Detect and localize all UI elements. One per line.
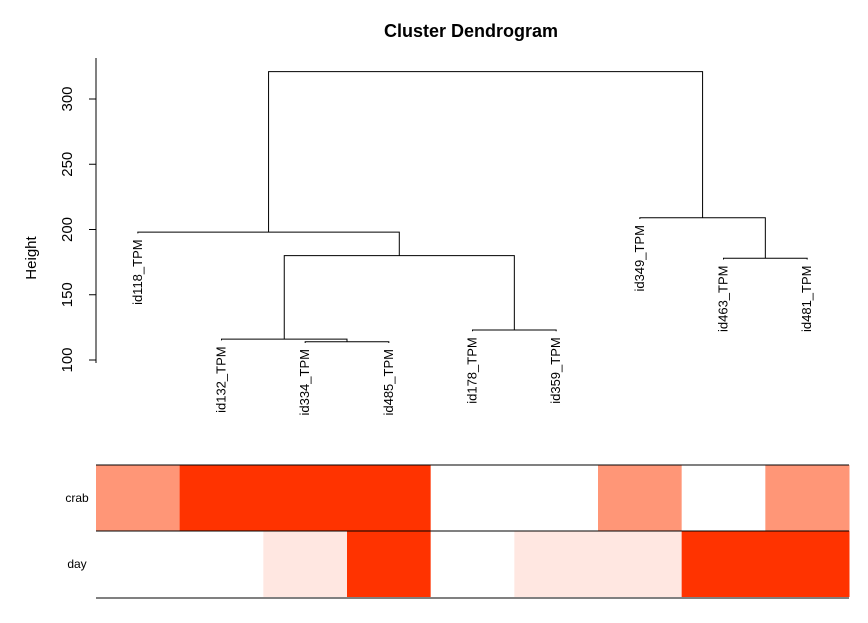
colorbar-crab-cell-0 xyxy=(96,465,181,531)
colorbar-day-cell-2 xyxy=(263,531,348,597)
color-bar-annotation: crab day xyxy=(65,464,850,599)
colorbar-day-cell-3 xyxy=(347,531,432,597)
leaf-label-id463_TPM: id463_TPM xyxy=(716,266,731,332)
leaf-label-id349_TPM: id349_TPM xyxy=(632,225,647,291)
colorbar-row-label-crab: crab xyxy=(65,491,89,505)
leaf-label-id178_TPM: id178_TPM xyxy=(465,337,480,403)
colorbar-crab-cell-8 xyxy=(765,465,850,531)
colorbar-day-cell-5 xyxy=(514,531,599,597)
dendrogram-leaf-labels: id118_TPM id132_TPM id334_TPM id485_TPM id17… xyxy=(130,225,814,415)
y-axis-ticks: 100 150 200 250 300 xyxy=(59,86,96,373)
y-tick-label-100: 100 xyxy=(59,347,76,372)
leaf-label-id132_TPM: id132_TPM xyxy=(214,346,229,412)
merge-branch-7 xyxy=(268,71,704,233)
colorbar-day-cell-4 xyxy=(430,531,515,597)
merge-branch-6 xyxy=(639,217,766,259)
colorbar-crab-cell-3 xyxy=(347,465,432,531)
leaf-label-id481_TPM: id481_TPM xyxy=(799,266,814,332)
leaf-label-id359_TPM: id359_TPM xyxy=(548,337,563,403)
merge-branch-2 xyxy=(472,329,557,332)
y-axis-label: Height xyxy=(23,235,40,279)
merge-branch-3 xyxy=(723,257,808,260)
y-tick-label-300: 300 xyxy=(59,86,76,111)
colorbar-day-cell-6 xyxy=(598,531,683,597)
colorbar-crab-cell-4 xyxy=(430,465,515,531)
colorbar-day-cell-7 xyxy=(681,531,766,597)
colorbar-row-label-day: day xyxy=(67,557,86,571)
leaf-label-id485_TPM: id485_TPM xyxy=(381,349,396,415)
colorbar-day-cell-0 xyxy=(96,531,181,597)
colorbar-day-cell-8 xyxy=(765,531,850,597)
colorbar-crab-cell-6 xyxy=(598,465,683,531)
colorbar-day-cell-1 xyxy=(179,531,264,597)
colorbar-crab-cell-1 xyxy=(179,465,264,531)
y-tick-label-150: 150 xyxy=(59,282,76,307)
dendrogram-branches xyxy=(137,71,808,344)
chart-title: Cluster Dendrogram xyxy=(384,21,558,41)
colorbar-crab-cell-2 xyxy=(263,465,348,531)
colorbar-crab-cell-7 xyxy=(681,465,766,531)
leaf-label-id334_TPM: id334_TPM xyxy=(297,349,312,415)
merge-branch-5 xyxy=(137,231,400,256)
y-tick-label-250: 250 xyxy=(59,152,76,177)
merge-branch-0 xyxy=(304,341,390,344)
colorbar-crab-cell-5 xyxy=(514,465,599,531)
leaf-label-id118_TPM: id118_TPM xyxy=(130,239,145,305)
y-tick-label-200: 200 xyxy=(59,217,76,242)
merge-branch-4 xyxy=(283,255,515,340)
